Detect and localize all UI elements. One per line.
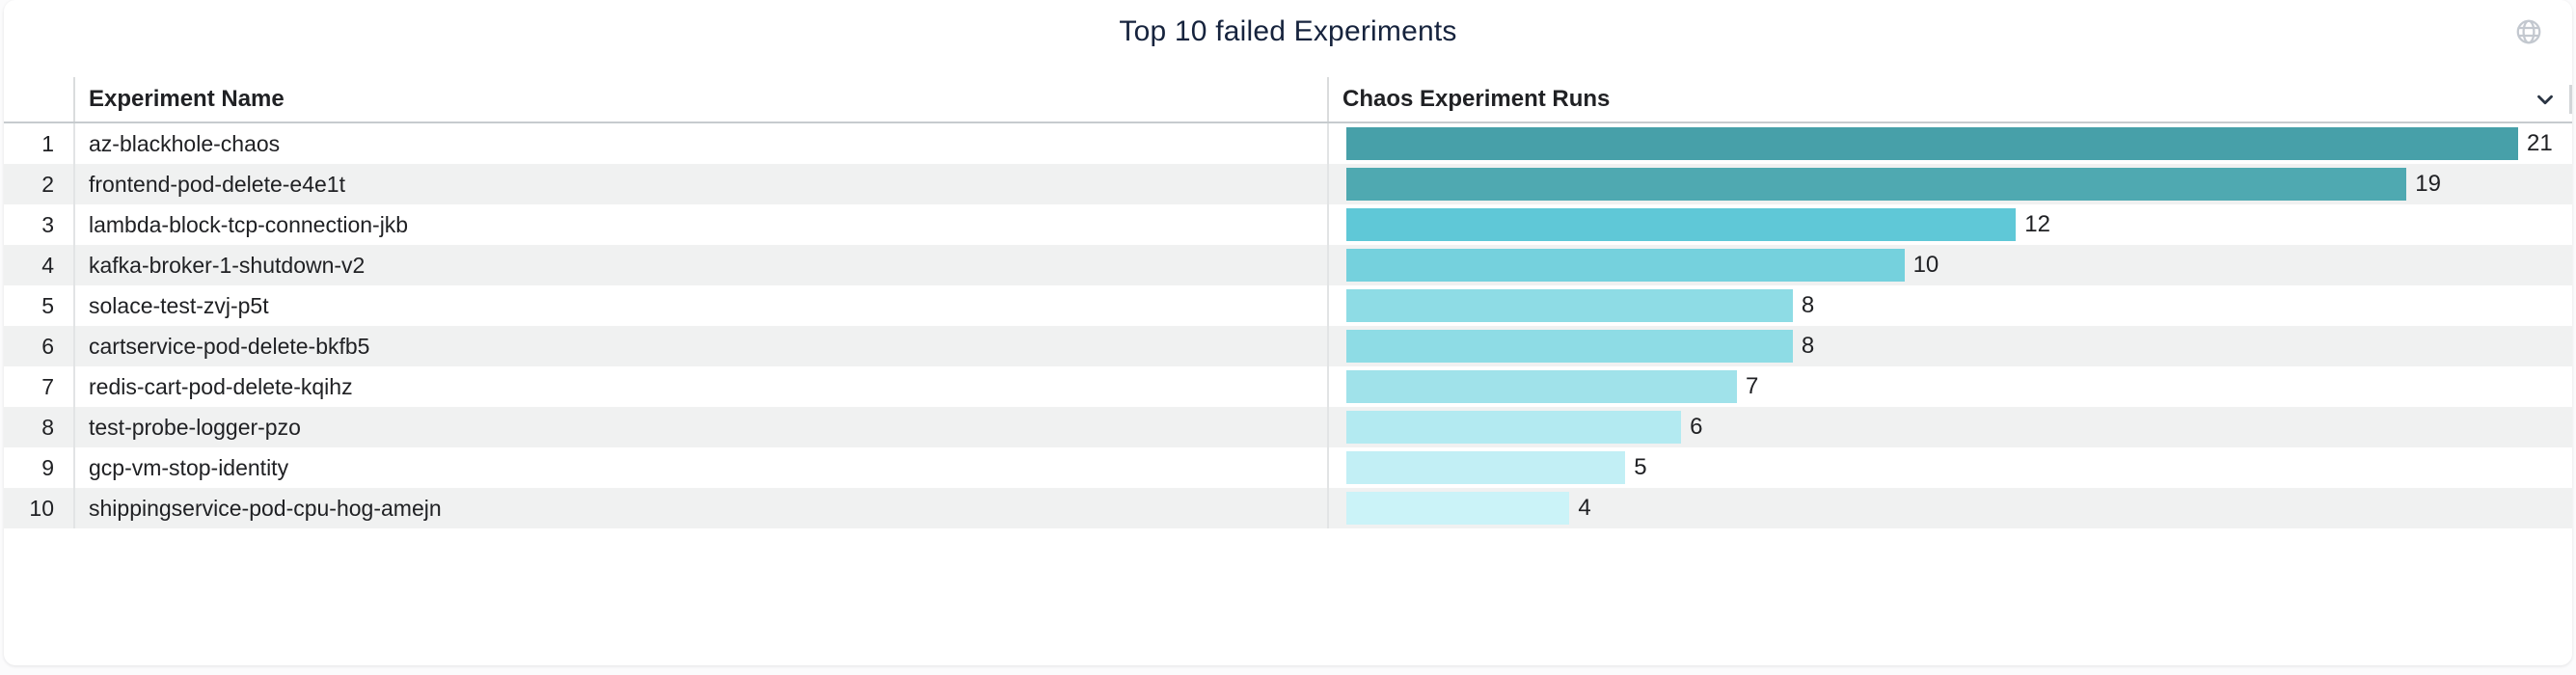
table-row[interactable]: 8 test-probe-logger-pzo 6	[4, 407, 2572, 447]
runs-cell: 6	[1327, 407, 2572, 447]
row-number: 9	[41, 454, 54, 480]
row-number: 2	[41, 171, 54, 197]
experiment-name: shippingservice-pod-cpu-hog-amejn	[73, 488, 1327, 528]
chart-title: Top 10 failed Experiments	[1119, 15, 1457, 47]
run-count-bar	[1346, 451, 1626, 484]
experiment-name: lambda-block-tcp-connection-jkb	[73, 204, 1327, 245]
runs-cell: 10	[1327, 245, 2572, 285]
table-row[interactable]: 7 redis-cart-pod-delete-kqihz 7	[4, 366, 2572, 407]
table-row[interactable]: 6 cartservice-pod-delete-bkfb5 8	[4, 326, 2572, 366]
experiment-name: redis-cart-pod-delete-kqihz	[73, 366, 1327, 407]
row-number: 10	[29, 495, 54, 521]
experiment-name: solace-test-zvj-p5t	[73, 285, 1327, 326]
globe-icon[interactable]	[2512, 15, 2545, 48]
runs-cell: 8	[1327, 326, 2572, 366]
row-number: 3	[41, 211, 54, 237]
bar-value-label: 8	[1801, 333, 1815, 359]
widget-header: Top 10 failed Experiments	[4, 0, 2572, 77]
run-count-bar	[1346, 208, 2017, 241]
table-row[interactable]: 1 az-blackhole-chaos 21	[4, 123, 2572, 164]
run-count-bar	[1346, 289, 1793, 322]
experiment-name: test-probe-logger-pzo	[73, 407, 1327, 447]
runs-cell: 19	[1327, 164, 2572, 204]
table-row[interactable]: 2 frontend-pod-delete-e4e1t 19	[4, 164, 2572, 204]
experiment-name: frontend-pod-delete-e4e1t	[73, 164, 1327, 204]
run-count-bar	[1346, 249, 1905, 282]
table-row[interactable]: 3 lambda-block-tcp-connection-jkb 12	[4, 204, 2572, 245]
bar-value-label: 19	[2415, 171, 2441, 197]
run-count-bar	[1346, 168, 2407, 201]
experiment-name: az-blackhole-chaos	[73, 123, 1327, 164]
column-header-label: Experiment Name	[89, 86, 285, 112]
row-number: 7	[41, 373, 54, 399]
bar-value-label: 5	[1634, 454, 1647, 480]
runs-cell: 12	[1327, 204, 2572, 245]
column-header-label: Chaos Experiment Runs	[1342, 86, 1611, 112]
chart-widget-card: Top 10 failed Experiments Experiment Nam…	[4, 0, 2572, 665]
row-number: 1	[41, 130, 54, 156]
column-header-chaos-experiment-runs[interactable]: Chaos Experiment Runs	[1327, 77, 2572, 122]
row-number-column-header	[4, 77, 73, 122]
bar-value-label: 21	[2527, 130, 2553, 156]
table-row[interactable]: 4 kafka-broker-1-shutdown-v2 10	[4, 245, 2572, 285]
table-row[interactable]: 5 solace-test-zvj-p5t 8	[4, 285, 2572, 326]
row-number: 8	[41, 414, 54, 440]
chevron-down-icon[interactable]	[2532, 86, 2559, 113]
table-header-row: Experiment Name Chaos Experiment Runs	[4, 77, 2572, 123]
runs-cell: 7	[1327, 366, 2572, 407]
experiment-name: kafka-broker-1-shutdown-v2	[73, 245, 1327, 285]
run-count-bar	[1346, 370, 1737, 403]
runs-cell: 5	[1327, 447, 2572, 488]
table-row[interactable]: 10 shippingservice-pod-cpu-hog-amejn 4	[4, 488, 2572, 528]
bar-value-label: 12	[2024, 211, 2050, 237]
bar-value-label: 10	[1912, 252, 1939, 278]
scrollbar-handle[interactable]	[2569, 85, 2572, 114]
table-row[interactable]: 9 gcp-vm-stop-identity 5	[4, 447, 2572, 488]
runs-cell: 4	[1327, 488, 2572, 528]
row-number: 5	[41, 292, 54, 318]
table-body: 1 az-blackhole-chaos 21 2 frontend-pod-delet…	[4, 123, 2572, 528]
experiment-name: cartservice-pod-delete-bkfb5	[73, 326, 1327, 366]
runs-cell: 21	[1327, 123, 2572, 164]
run-count-bar	[1346, 127, 2518, 160]
run-count-bar	[1346, 411, 1682, 444]
row-number: 6	[41, 333, 54, 359]
run-count-bar	[1346, 492, 1570, 525]
bar-value-label: 8	[1801, 292, 1815, 318]
runs-cell: 8	[1327, 285, 2572, 326]
row-number: 4	[41, 252, 54, 278]
bar-value-label: 7	[1746, 373, 1759, 399]
experiment-name: gcp-vm-stop-identity	[73, 447, 1327, 488]
column-header-experiment-name[interactable]: Experiment Name	[73, 77, 1327, 122]
run-count-bar	[1346, 330, 1793, 363]
bar-value-label: 6	[1690, 414, 1703, 440]
bar-value-label: 4	[1578, 495, 1591, 521]
